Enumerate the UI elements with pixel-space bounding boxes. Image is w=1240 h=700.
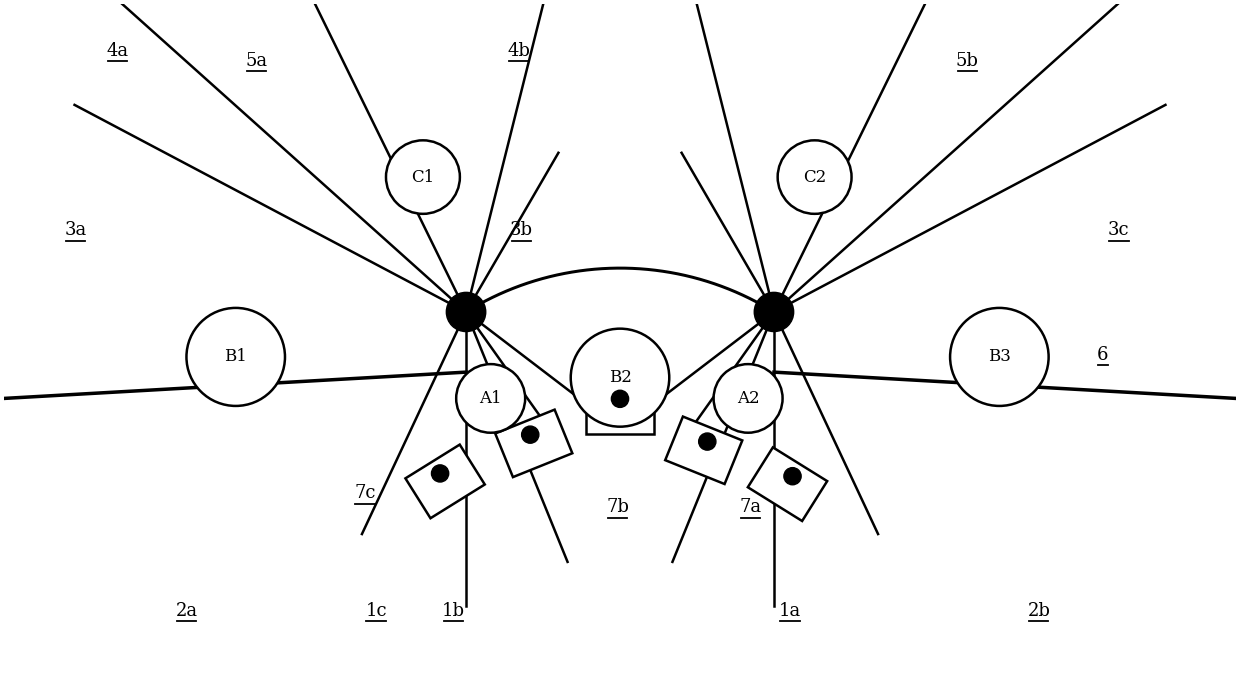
Text: 6: 6 [1097,346,1109,364]
Circle shape [698,433,715,450]
Ellipse shape [777,140,852,214]
Text: C1: C1 [412,169,434,186]
Text: B2: B2 [609,369,631,386]
Circle shape [522,426,539,443]
Text: B3: B3 [988,349,1011,365]
Text: 1b: 1b [443,602,465,620]
Bar [585,384,655,434]
Text: 5b: 5b [956,52,978,70]
Bar [495,410,573,477]
Text: A2: A2 [737,390,759,407]
Ellipse shape [950,308,1049,406]
Text: 3c: 3c [1109,221,1130,239]
Circle shape [611,391,629,407]
Ellipse shape [570,329,670,427]
Ellipse shape [456,364,526,433]
Text: 7c: 7c [355,484,376,502]
Text: C2: C2 [804,169,826,186]
Text: 7a: 7a [739,498,761,516]
Text: 7b: 7b [606,498,629,516]
Bar [665,416,743,484]
Text: 3b: 3b [510,221,533,239]
Text: 3a: 3a [64,221,87,239]
Text: 1c: 1c [366,602,387,620]
Text: 1a: 1a [779,602,801,620]
Circle shape [432,465,449,482]
Text: 2b: 2b [1027,602,1050,620]
Ellipse shape [186,308,285,406]
Text: 4a: 4a [107,41,129,60]
Circle shape [784,468,801,485]
Bar [748,447,827,521]
Text: B1: B1 [224,349,247,365]
Ellipse shape [713,364,782,433]
Circle shape [754,293,794,332]
Ellipse shape [386,140,460,214]
Text: A1: A1 [480,390,502,407]
Circle shape [446,293,486,332]
Text: 5a: 5a [246,52,268,70]
Text: 4b: 4b [507,41,531,60]
Bar [405,444,485,518]
Text: 2a: 2a [175,602,197,620]
